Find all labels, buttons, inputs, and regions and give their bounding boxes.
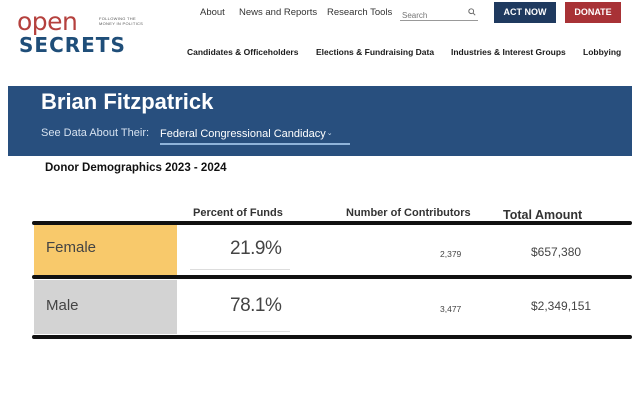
row-label-female: Female <box>34 225 177 275</box>
candidate-banner: Brian Fitzpatrick See Data About Their: … <box>8 86 632 156</box>
header-percent-of-funds: Percent of Funds <box>193 207 283 219</box>
nav-industries[interactable]: Industries & Interest Groups <box>451 47 566 57</box>
see-data-label: See Data About Their: <box>41 127 150 139</box>
top-nav-news-and-reports[interactable]: News and Reports <box>239 7 318 18</box>
header-number-of-contributors: Number of Contributors <box>346 207 471 219</box>
data-type-selected: Federal Congressional Candidacy <box>160 128 326 140</box>
nav-elections[interactable]: Elections & Fundraising Data <box>316 47 435 57</box>
top-nav-research-tools[interactable]: Research Tools <box>327 7 393 18</box>
section-title: Donor Demographics 2023 - 2024 <box>45 162 227 174</box>
male-percent: 78.1% <box>230 295 282 316</box>
female-divider <box>190 269 290 270</box>
search-box[interactable] <box>400 5 478 23</box>
nav-lobbying[interactable]: Lobbying <box>583 47 622 57</box>
opensecrets-logo[interactable]: open SECRETS FOLLOWING THE MONEY IN POLI… <box>17 7 157 57</box>
data-type-select[interactable]: Federal Congressional Candidacy⌄ <box>160 123 350 145</box>
chevron-down-icon: ⌄ <box>326 130 333 137</box>
act-now-button[interactable]: ACT NOW <box>494 2 556 23</box>
male-total: $2,349,151 <box>531 299 592 313</box>
table-rule-bottom <box>32 335 632 339</box>
logo-tagline: FOLLOWING THE MONEY IN POLITICS <box>99 16 144 26</box>
logo-open-text: open <box>17 7 78 36</box>
nav-candidates[interactable]: Candidates & Officeholders <box>187 47 299 57</box>
male-contributors: 3,477 <box>440 304 462 314</box>
male-divider <box>190 331 290 332</box>
female-total: $657,380 <box>531 245 582 259</box>
candidate-name: Brian Fitzpatrick <box>41 89 214 114</box>
top-nav-about[interactable]: About <box>200 7 225 18</box>
logo-secrets-text: SECRETS <box>19 33 126 57</box>
table-rule-top <box>32 221 632 225</box>
female-contributors: 2,379 <box>440 249 462 259</box>
search-input[interactable] <box>400 8 464 23</box>
row-label-male: Male <box>34 280 177 334</box>
donate-button[interactable]: DONATE <box>565 2 621 23</box>
header-total-amount: Total Amount <box>503 208 583 222</box>
female-percent: 21.9% <box>230 238 282 259</box>
table-rule-middle <box>32 275 632 279</box>
search-icon[interactable] <box>468 8 476 16</box>
